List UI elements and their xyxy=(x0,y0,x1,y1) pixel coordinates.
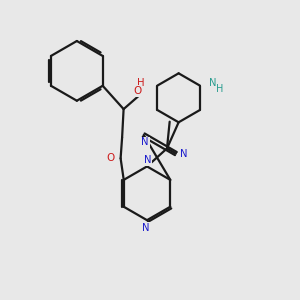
Text: H: H xyxy=(137,78,144,88)
Text: O: O xyxy=(106,153,114,164)
Text: N: N xyxy=(144,155,152,165)
Text: O: O xyxy=(133,86,141,96)
Text: N: N xyxy=(142,223,149,232)
Text: N: N xyxy=(208,78,216,88)
Text: N: N xyxy=(142,137,149,148)
Text: H: H xyxy=(216,84,224,94)
Text: N: N xyxy=(181,148,188,159)
